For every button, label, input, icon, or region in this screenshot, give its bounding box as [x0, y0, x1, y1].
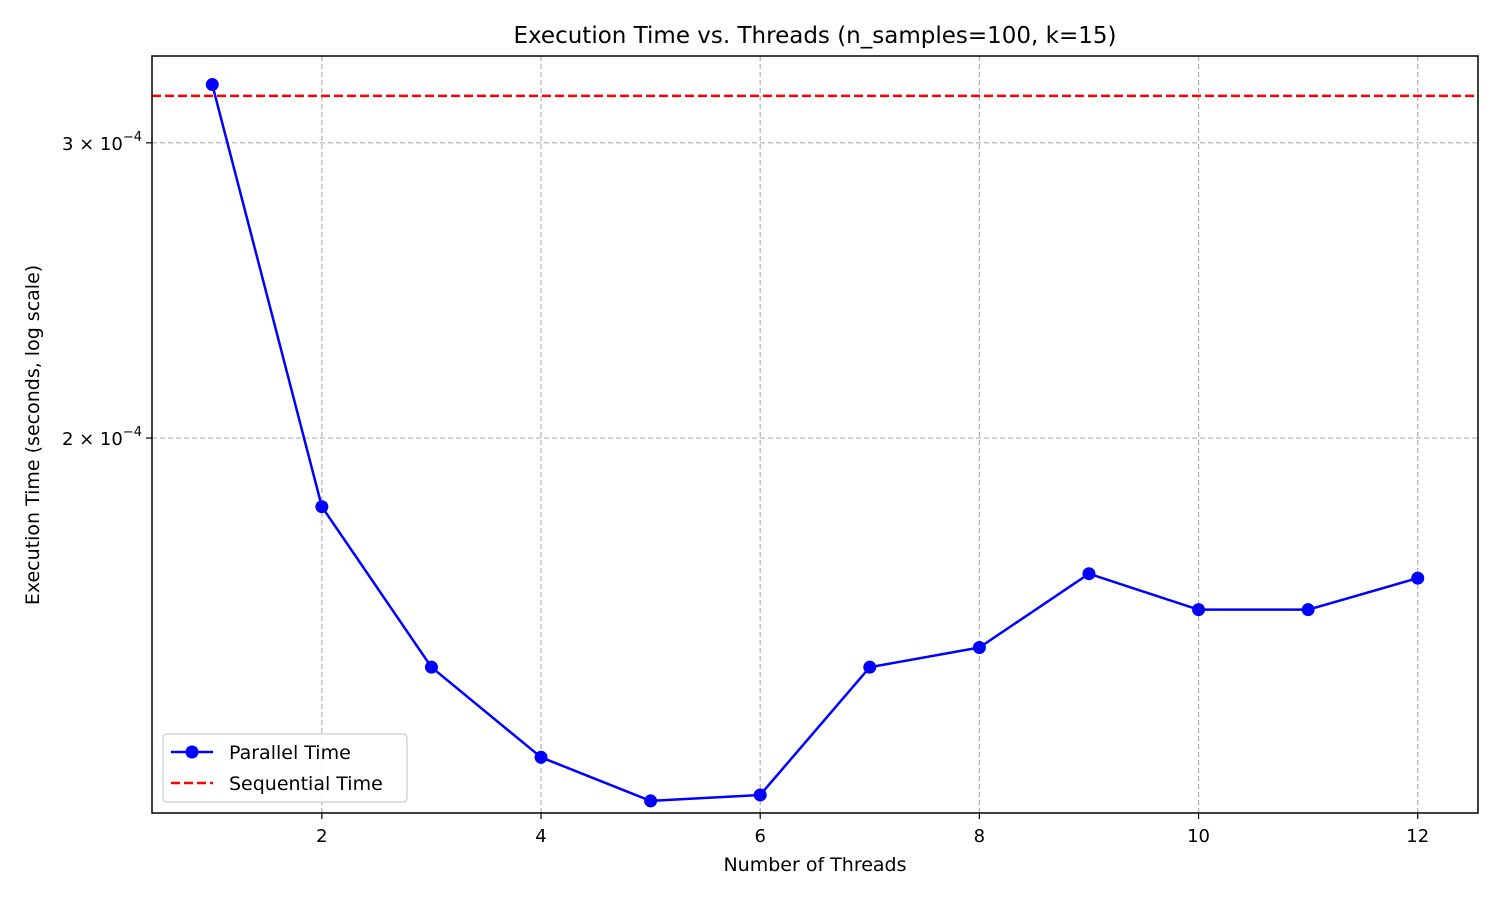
parallel-time-point — [863, 660, 877, 674]
parallel-time-point — [644, 794, 658, 808]
parallel-time-point — [1411, 571, 1425, 585]
parallel-time-point — [972, 640, 986, 654]
parallel-time-point — [1192, 603, 1206, 617]
y-tick-label: 3 × 10−4 — [62, 130, 142, 155]
parallel-time-point — [205, 78, 219, 92]
parallel-time-point — [424, 660, 438, 674]
plot-area-frame — [151, 55, 1479, 814]
parallel-time-point — [534, 750, 548, 764]
legend: Parallel Time Sequential Time — [162, 733, 408, 803]
x-axis-label: Number of Threads — [723, 854, 906, 876]
grid-layer — [152, 56, 1478, 813]
x-tick-label: 6 — [754, 826, 765, 847]
legend-parallel-marker — [185, 745, 199, 759]
x-tick-label: 2 — [316, 826, 327, 847]
tick-layer: 2 4 6 8 10 12 2 × 10−4 3 × 10−4 — [62, 130, 1429, 847]
legend-box — [162, 733, 408, 803]
x-tick-label: 8 — [974, 826, 985, 847]
chart-title: Execution Time vs. Threads (n_samples=10… — [514, 23, 1117, 49]
parallel-time-point — [315, 500, 329, 514]
x-tick-label: 12 — [1406, 826, 1429, 847]
parallel-time-line — [211, 84, 1419, 803]
series-layer — [152, 78, 1478, 808]
x-tick-label: 4 — [535, 826, 546, 847]
parallel-time-point — [1301, 603, 1315, 617]
y-tick-label: 2 × 10−4 — [62, 425, 142, 450]
x-tick-label: 10 — [1187, 826, 1210, 847]
y-axis-label: Execution Time (seconds, log scale) — [22, 265, 44, 605]
parallel-time-point — [1082, 567, 1096, 581]
legend-sequential-label: Sequential Time — [229, 773, 383, 795]
legend-parallel-label: Parallel Time — [229, 742, 351, 764]
parallel-time-point — [753, 788, 767, 802]
